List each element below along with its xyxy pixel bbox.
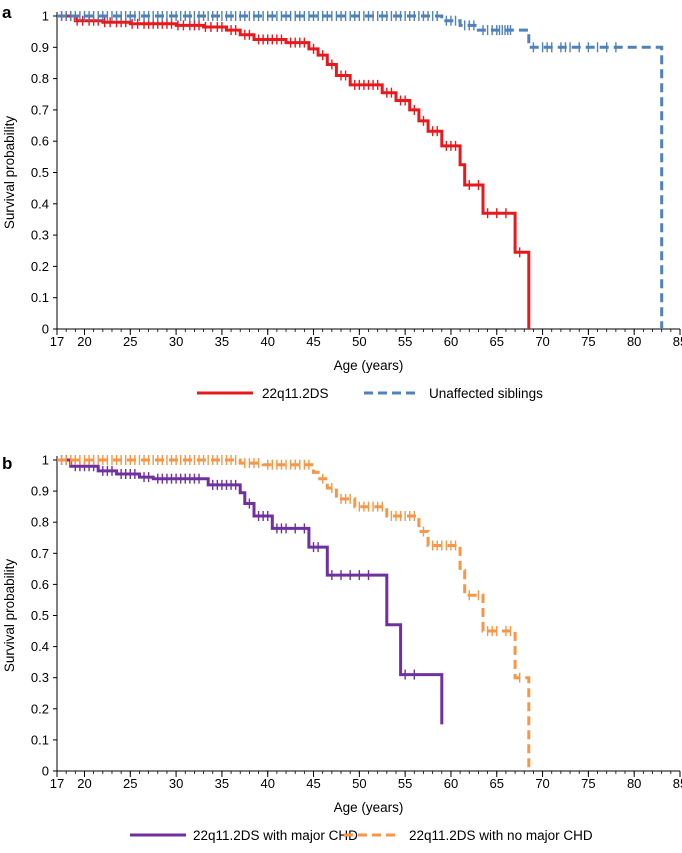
- x-tick-label: 55: [398, 334, 412, 349]
- legend-label: 22q11.2DS with major CHD: [193, 828, 358, 843]
- y-tick-label: 0.9: [31, 40, 49, 55]
- x-tick-label: 60: [444, 334, 458, 349]
- x-tick-label: 80: [627, 776, 641, 791]
- y-tick-label: 0.8: [31, 71, 49, 86]
- y-tick-label: 0.6: [31, 134, 49, 149]
- x-tick-label: 85: [673, 776, 682, 791]
- series-2: [57, 455, 531, 771]
- x-tick-label: 17: [50, 334, 64, 349]
- x-tick-label: 80: [627, 334, 641, 349]
- y-tick-label: 0.1: [31, 290, 49, 305]
- y-tick-label: 0: [42, 764, 49, 779]
- x-tick-label: 60: [444, 776, 458, 791]
- y-tick-label: 1: [42, 453, 49, 468]
- y-tick-label: 0.4: [31, 639, 49, 654]
- y-tick-label: 0.4: [31, 196, 49, 211]
- survival-curve: [57, 14, 664, 329]
- x-tick-label: 70: [535, 334, 549, 349]
- x-tick-label: 20: [77, 776, 91, 791]
- x-tick-label: 55: [398, 776, 412, 791]
- legend: 22q11.2DS Unaffected siblings: [197, 386, 543, 401]
- series-2: [57, 11, 664, 329]
- y-tick-label: 0.6: [31, 577, 49, 592]
- y-tick-label: 0.7: [31, 546, 49, 561]
- y-tick-label: 0.1: [31, 732, 49, 747]
- x-tick-label: 25: [123, 334, 137, 349]
- y-axis-title: Survival probability: [2, 559, 17, 673]
- y-tick-label: 0.9: [31, 484, 49, 499]
- panel-letter: b: [2, 454, 12, 473]
- x-tick-label: 20: [77, 334, 91, 349]
- x-tick-label: 30: [169, 776, 183, 791]
- y-tick-label: 0.5: [31, 165, 49, 180]
- panel-a: a 17 20 25 30 35 40 45 50 55 60 65 70 75 80 85 0 0.1 0.2 0.…: [2, 3, 682, 401]
- y-tick-label: 0.3: [31, 228, 49, 243]
- y-tick-label: 0.7: [31, 102, 49, 117]
- x-tick-label: 65: [490, 334, 504, 349]
- legend: 22q11.2DS with major CHD 22q11.2DS with n…: [130, 828, 593, 843]
- x-tick-label: 35: [215, 334, 229, 349]
- y-tick-label: 0.2: [31, 259, 49, 274]
- panel-b: b 17 20 25 30 35 40 45 50 55 60 65 70 75 80 85 0 0.1 0.2 0.…: [2, 453, 682, 844]
- x-axis-title: Age (years): [334, 358, 404, 373]
- survival-curve: [57, 458, 531, 771]
- x-axis-title: Age (years): [334, 800, 404, 815]
- y-tick-label: 0.5: [31, 608, 49, 623]
- x-tick-label: 50: [352, 776, 366, 791]
- survival-curve: [57, 458, 444, 725]
- legend-label: 22q11.2DS with no major CHD: [409, 828, 593, 843]
- x-tick-label: 75: [581, 334, 595, 349]
- x-tick-label: 70: [535, 776, 549, 791]
- y-tick-label: 0.2: [31, 701, 49, 716]
- panel-letter: a: [2, 3, 12, 22]
- y-tick-label: 0.3: [31, 670, 49, 685]
- x-tick-label: 45: [306, 776, 320, 791]
- x-tick-label: 25: [123, 776, 137, 791]
- y-axis-title: Survival probability: [2, 116, 17, 230]
- x-tick-label: 35: [215, 776, 229, 791]
- x-tick-label: 85: [673, 334, 682, 349]
- y-tick-label: 1: [42, 9, 49, 24]
- x-tick-label: 40: [260, 776, 274, 791]
- y-tick-label: 0: [42, 322, 49, 337]
- legend-label: Unaffected siblings: [429, 386, 543, 401]
- survival-curve: [57, 14, 531, 329]
- x-tick-label: 30: [169, 334, 183, 349]
- x-tick-label: 17: [50, 776, 64, 791]
- x-tick-label: 50: [352, 334, 366, 349]
- x-tick-label: 45: [306, 334, 320, 349]
- y-tick-label: 0.8: [31, 515, 49, 530]
- x-tick-label: 65: [490, 776, 504, 791]
- x-tick-label: 75: [581, 776, 595, 791]
- x-tick-label: 40: [260, 334, 274, 349]
- legend-label: 22q11.2DS: [262, 386, 329, 401]
